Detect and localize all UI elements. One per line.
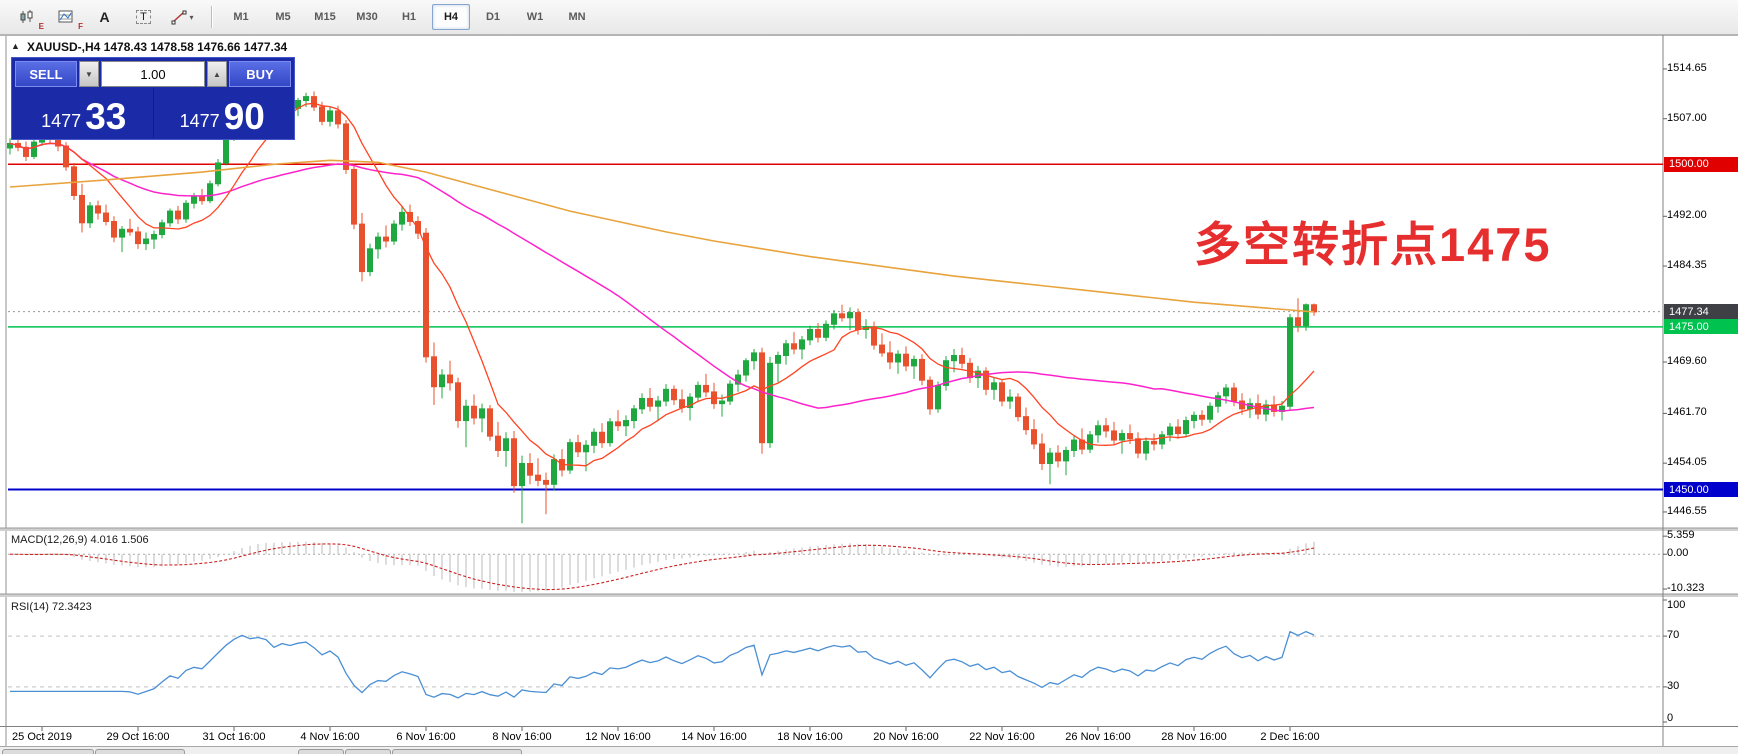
- chart-tab[interactable]: [392, 749, 522, 754]
- text-tool-button[interactable]: A: [86, 3, 123, 31]
- trade-panel-collapse-icon[interactable]: ▲: [11, 41, 20, 51]
- rsi-panel: [8, 630, 1663, 699]
- chevron-down-icon: ▾: [189, 12, 194, 22]
- chart-tab[interactable]: [2, 749, 94, 754]
- toolbar-separator: [211, 6, 212, 28]
- timeframe-button-H4[interactable]: H4: [432, 4, 470, 30]
- chart-tab[interactable]: [95, 749, 185, 754]
- chart-candles-icon: [20, 10, 32, 23]
- volume-decrease-button[interactable]: ▼: [79, 61, 99, 87]
- timeframe-button-D1[interactable]: D1: [485, 11, 501, 23]
- buy-price-pips: 90: [223, 96, 265, 137]
- one-click-trading-panel: SELL ▼ 1.00 ▲ BUY 1477 33 1477 90: [11, 57, 295, 140]
- chart-tab-bar: [0, 746, 1738, 754]
- timeframe-button-M30[interactable]: M30: [356, 11, 378, 23]
- timeframe-button-H1[interactable]: H1: [401, 11, 417, 23]
- chart-tab[interactable]: [298, 749, 344, 754]
- indicator-grid-icon: [58, 10, 72, 23]
- volume-input[interactable]: 1.00: [101, 61, 205, 87]
- sell-price-main: 1477: [41, 111, 82, 131]
- chart-window-button[interactable]: E: [8, 3, 45, 31]
- sell-button[interactable]: SELL: [15, 61, 77, 87]
- buy-button[interactable]: BUY: [229, 61, 291, 87]
- timeframe-button-MN[interactable]: MN: [568, 11, 586, 23]
- chart-title: XAUUSD-,H4 1478.43 1478.58 1476.66 1477.…: [27, 40, 288, 54]
- sell-price-pips: 33: [85, 96, 127, 137]
- badge-f: F: [78, 22, 83, 31]
- timeframe-button-W1[interactable]: W1: [526, 11, 544, 23]
- volume-increase-button[interactable]: ▲: [207, 61, 227, 87]
- text-a-icon: A: [99, 9, 110, 25]
- trendline-icon: [171, 10, 187, 25]
- badge-e: E: [38, 22, 44, 31]
- candlesticks: [7, 89, 1317, 524]
- timeframe-button-M1[interactable]: M1: [233, 11, 249, 23]
- timeframe-button-M5[interactable]: M5: [275, 11, 291, 23]
- text-label-tool-button[interactable]: T: [125, 3, 162, 31]
- draw-tools-button[interactable]: ▾: [164, 3, 201, 31]
- chart-tab[interactable]: [345, 749, 391, 754]
- buy-price-main: 1477: [179, 111, 220, 131]
- chart-annotation-text: 多空转折点1475: [1194, 218, 1552, 271]
- sell-quote[interactable]: 1477 33: [15, 88, 154, 138]
- timeframe-group: M1 M5 M15 M30 H1 H4 D1 W1 MN: [222, 4, 596, 30]
- moving-averages: [9, 102, 1315, 467]
- toolbar: E F A T ▾ M1 M5 M15 M30 H1 H4 D1 W1 MN: [0, 0, 1738, 35]
- indicator-window-button[interactable]: F: [47, 3, 84, 31]
- timeframe-button-M15[interactable]: M15: [314, 11, 336, 23]
- buy-quote[interactable]: 1477 90: [154, 88, 292, 138]
- macd-panel: [8, 541, 1663, 592]
- text-t-icon: T: [136, 10, 151, 24]
